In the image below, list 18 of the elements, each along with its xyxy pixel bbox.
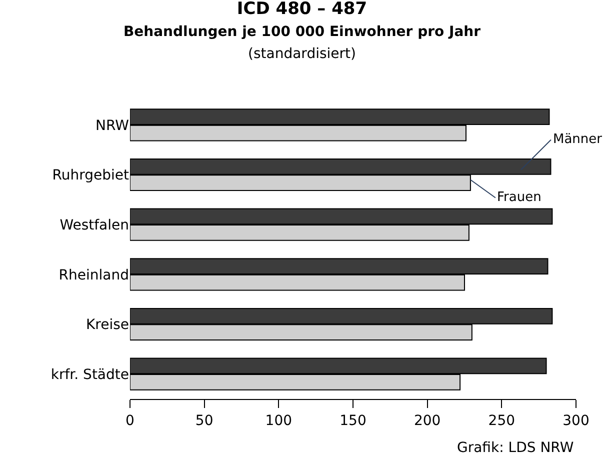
y-tick-label: krfr. Städte bbox=[50, 366, 129, 383]
y-tick-label: NRW bbox=[96, 118, 130, 134]
x-tick-label: 300 bbox=[562, 412, 590, 429]
y-tick-label: Westfalen bbox=[60, 217, 129, 234]
chart-title: ICD 480 – 487 bbox=[236, 0, 368, 19]
text: Grafik: LDS NRW bbox=[457, 440, 574, 456]
x-tick-label: 0 bbox=[126, 412, 134, 429]
y-tick-label: Ruhrgebiet bbox=[52, 168, 130, 184]
text: Frauen bbox=[497, 190, 542, 205]
x-tick-label: 50 bbox=[195, 412, 214, 429]
x-tick-label: 100 bbox=[265, 412, 292, 429]
series-label: Männer bbox=[553, 132, 603, 147]
y-tick-label: Rheinland bbox=[58, 267, 129, 284]
x-tick-label: 200 bbox=[414, 412, 441, 429]
x-tick-label: 150 bbox=[340, 412, 366, 429]
x-tick-label: 250 bbox=[488, 412, 516, 429]
chart-subtitle: Behandlungen je 100 000 Einwohner pro Jahr (standardisiert) bbox=[123, 24, 481, 62]
y-tick-label: Kreise bbox=[86, 317, 129, 334]
